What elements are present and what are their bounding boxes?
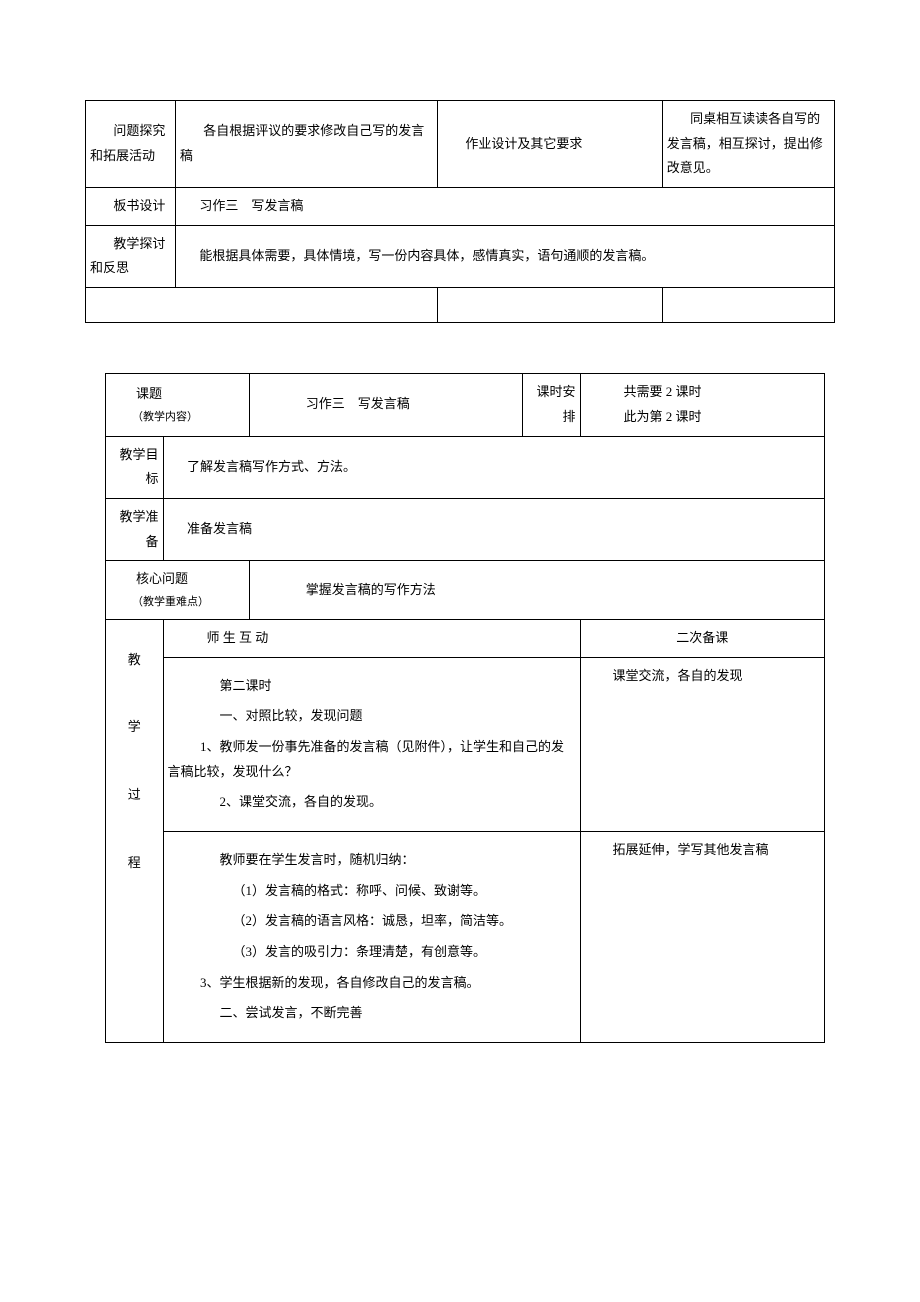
core-label: 核心问题 (110, 567, 245, 592)
process-body-upper: 第二课时 一、对照比较，发现问题 1、教师发一份事先准备的发言稿（见附件），让学… (163, 657, 580, 831)
period-line1: 共需要 2 课时 (585, 380, 820, 405)
prep-value: 准备发言稿 (163, 498, 824, 560)
lesson-title-label-cell: 课题 （教学内容） (106, 374, 250, 436)
core-sub: （教学重难点） (110, 592, 245, 613)
teaching-reflection-content: 能根据具体需要，具体情境，写一份内容具体，感情真实，语句通顺的发言稿。 (175, 225, 834, 287)
goal-label: 教学目标 (106, 436, 164, 498)
prep-label: 教学准备 (106, 498, 164, 560)
goal-value: 了解发言稿写作方式、方法。 (163, 436, 824, 498)
lesson-title-label: 课题 (110, 382, 245, 407)
homework-label: 作业设计及其它要求 (438, 101, 663, 188)
core-value: 掌握发言稿的写作方法 (249, 561, 824, 620)
board-design-content: 习作三 写发言稿 (175, 188, 834, 226)
period-value-cell: 共需要 2 课时 此为第 2 课时 (580, 374, 824, 436)
note-2: 拓展延伸，学写其他发言稿 (580, 831, 824, 1042)
problem-inquiry-content: 各自根据评议的要求修改自己写的发言稿 (175, 101, 437, 188)
board-design-label: 板书设计 (86, 188, 176, 226)
second-prep-header: 二次备课 (580, 619, 824, 657)
period-label: 课时安排 (523, 374, 581, 436)
process-body-lower: 教师要在学生发言时，随机归纳： （1）发言稿的格式：称呼、问候、致谢等。 （2）… (163, 831, 580, 1042)
table-lesson-plan: 课题 （教学内容） 习作三 写发言稿 课时安排 共需要 2 课时 此为第 2 课… (105, 373, 825, 1043)
period-line2: 此为第 2 课时 (585, 405, 820, 430)
lesson-title-value: 习作三 写发言稿 (249, 374, 522, 436)
homework-content: 同桌相互读读各自写的发言稿，相互探讨，提出修改意见。 (662, 101, 834, 188)
interaction-header: 师 生 互 动 (163, 619, 580, 657)
problem-inquiry-label: 问题探究和拓展活动 (86, 101, 176, 188)
table-lesson-summary: 问题探究和拓展活动 各自根据评议的要求修改自己写的发言稿 作业设计及其它要求 同… (85, 100, 835, 323)
lesson-title-sub: （教学内容） (110, 407, 245, 428)
note-1: 课堂交流，各自的发现 (580, 657, 824, 831)
teaching-reflection-label: 教学探讨和反思 (86, 225, 176, 287)
core-label-cell: 核心问题 （教学重难点） (106, 561, 250, 620)
process-vertical-label: 教 学 过 程 (106, 619, 164, 1042)
